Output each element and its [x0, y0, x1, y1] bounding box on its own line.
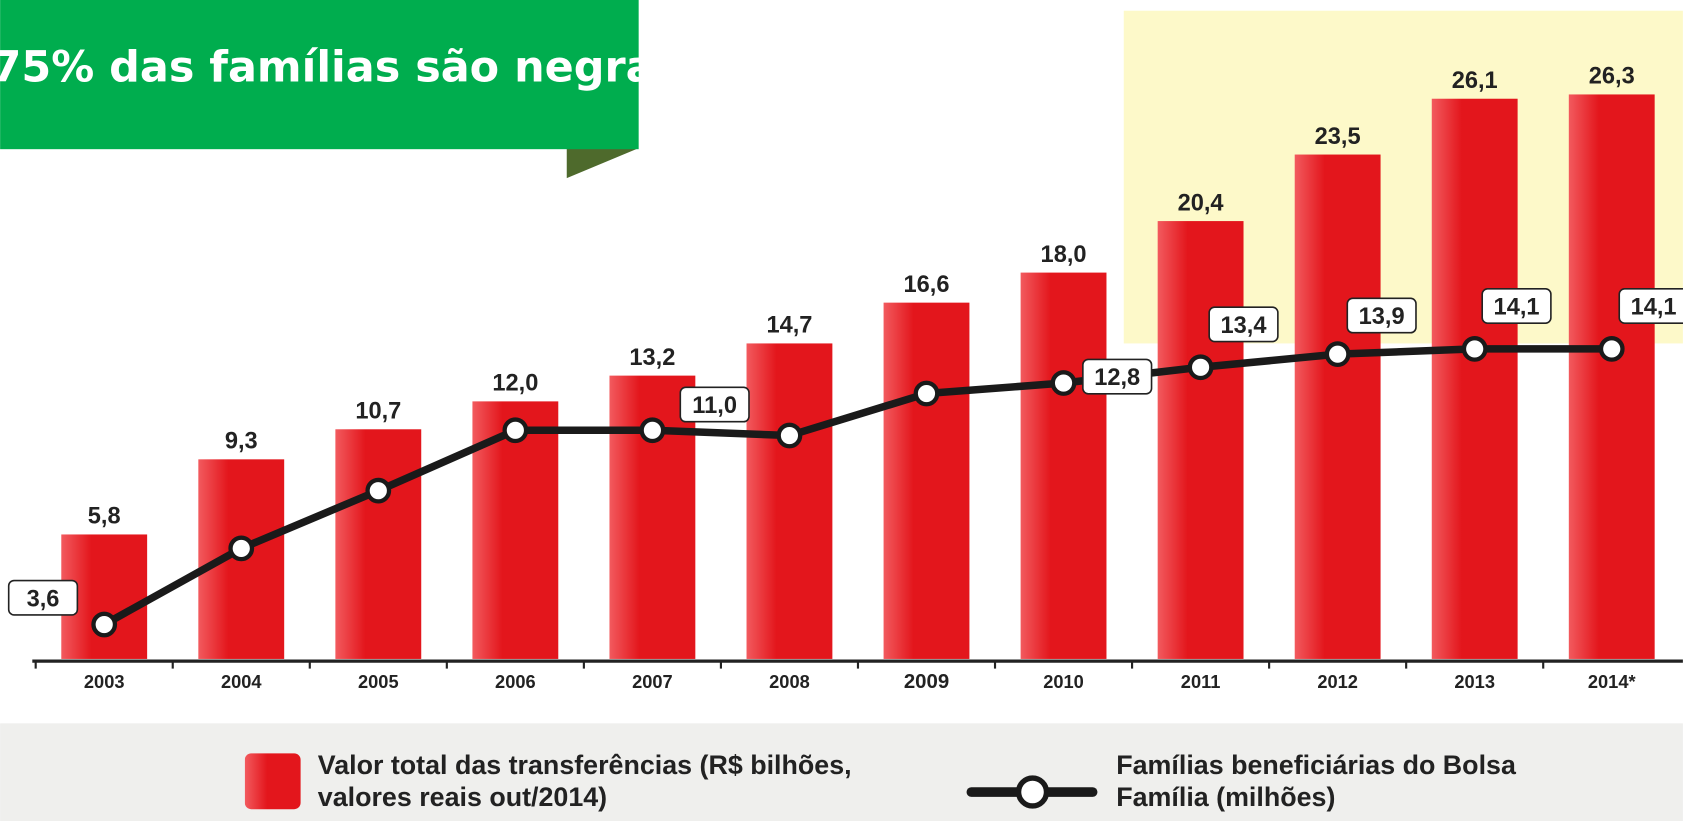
bar	[1157, 221, 1244, 659]
legend-bar: Valor total das transferências (R$ bilhõ…	[244, 750, 852, 813]
line-label-box	[7, 579, 79, 616]
line-value-label: 14,1	[1631, 295, 1677, 321]
line-value-label: 3,6	[27, 586, 60, 612]
bar-value-label: 9,3	[225, 429, 258, 455]
bar-value-label: 26,3	[1589, 64, 1635, 90]
bar	[1020, 272, 1107, 659]
bar	[1294, 154, 1381, 659]
line-value-label: 11,0	[692, 393, 737, 419]
line-marker	[639, 417, 666, 444]
x-tick-label: 2012	[1317, 671, 1358, 692]
bar-value-label: 5,8	[88, 504, 121, 530]
legend-swatch	[244, 753, 301, 810]
legend-line-entry: Famílias beneficiárias do Bolsa Família …	[1116, 750, 1516, 813]
line-label-box	[1618, 288, 1683, 324]
line-value-label: 14,1	[1494, 295, 1540, 321]
x-tick-label: 2007	[632, 671, 673, 692]
x-tick-label: 2010	[1043, 671, 1084, 692]
bar-value-label: 12,0	[492, 371, 538, 397]
x-tick-label: 2006	[495, 671, 536, 692]
line-label-box	[1082, 358, 1153, 395]
line-marker	[1187, 354, 1214, 381]
legend-marker	[1015, 775, 1050, 809]
banner-fold	[566, 148, 639, 179]
bar	[746, 343, 833, 659]
line-value-label: 13,9	[1359, 304, 1405, 330]
bar-value-label: 13,2	[629, 345, 675, 371]
line-label-box	[1346, 297, 1417, 334]
line-label-box	[1208, 306, 1279, 343]
x-tick-label: 2005	[358, 671, 399, 692]
line	[102, 345, 1612, 628]
line-value-label: 12,8	[1094, 365, 1140, 391]
x-tick-label: 2004	[221, 671, 262, 692]
x-tick-label: 2008	[769, 671, 810, 692]
line-value-label: 13,4	[1221, 313, 1267, 339]
chart-title: 75% das famílias são negras	[0, 43, 680, 93]
bar-value-label: 16,6	[904, 272, 950, 298]
line-marker	[228, 535, 255, 562]
bar	[1568, 94, 1655, 659]
bar	[883, 302, 970, 659]
x-tick-label: 2003	[84, 671, 125, 692]
line-marker	[1324, 341, 1351, 368]
x-tick-label: 2009	[904, 671, 949, 693]
line-marker	[91, 611, 118, 638]
x-tick-label: 2013	[1454, 671, 1495, 692]
bar-value-label: 20,4	[1178, 190, 1224, 216]
line-label-box	[1481, 288, 1552, 324]
line-label-box	[679, 386, 750, 423]
line-marker	[1598, 336, 1625, 362]
bar-value-label: 23,5	[1315, 124, 1361, 150]
line-marker	[1461, 336, 1488, 362]
bar-value-label: 14,7	[766, 313, 812, 339]
legend-label: Valor total das transferências (R$ bilhõ…	[317, 750, 852, 813]
bar	[1431, 98, 1518, 659]
bar-value-label: 18,0	[1041, 242, 1087, 268]
line-marker	[365, 477, 392, 504]
line-marker	[776, 422, 803, 449]
bar	[335, 429, 422, 659]
line-marker	[913, 380, 940, 407]
legend-label: Famílias beneficiárias do Bolsa Família …	[1116, 750, 1516, 813]
line-marker	[502, 417, 529, 444]
x-tick-label: 2014*	[1588, 671, 1637, 692]
bar-value-label: 26,1	[1452, 68, 1498, 94]
x-tick-label: 2011	[1181, 671, 1221, 692]
title-banner	[0, 0, 639, 150]
line-marker	[1050, 370, 1077, 396]
bar-value-label: 10,7	[355, 399, 401, 425]
